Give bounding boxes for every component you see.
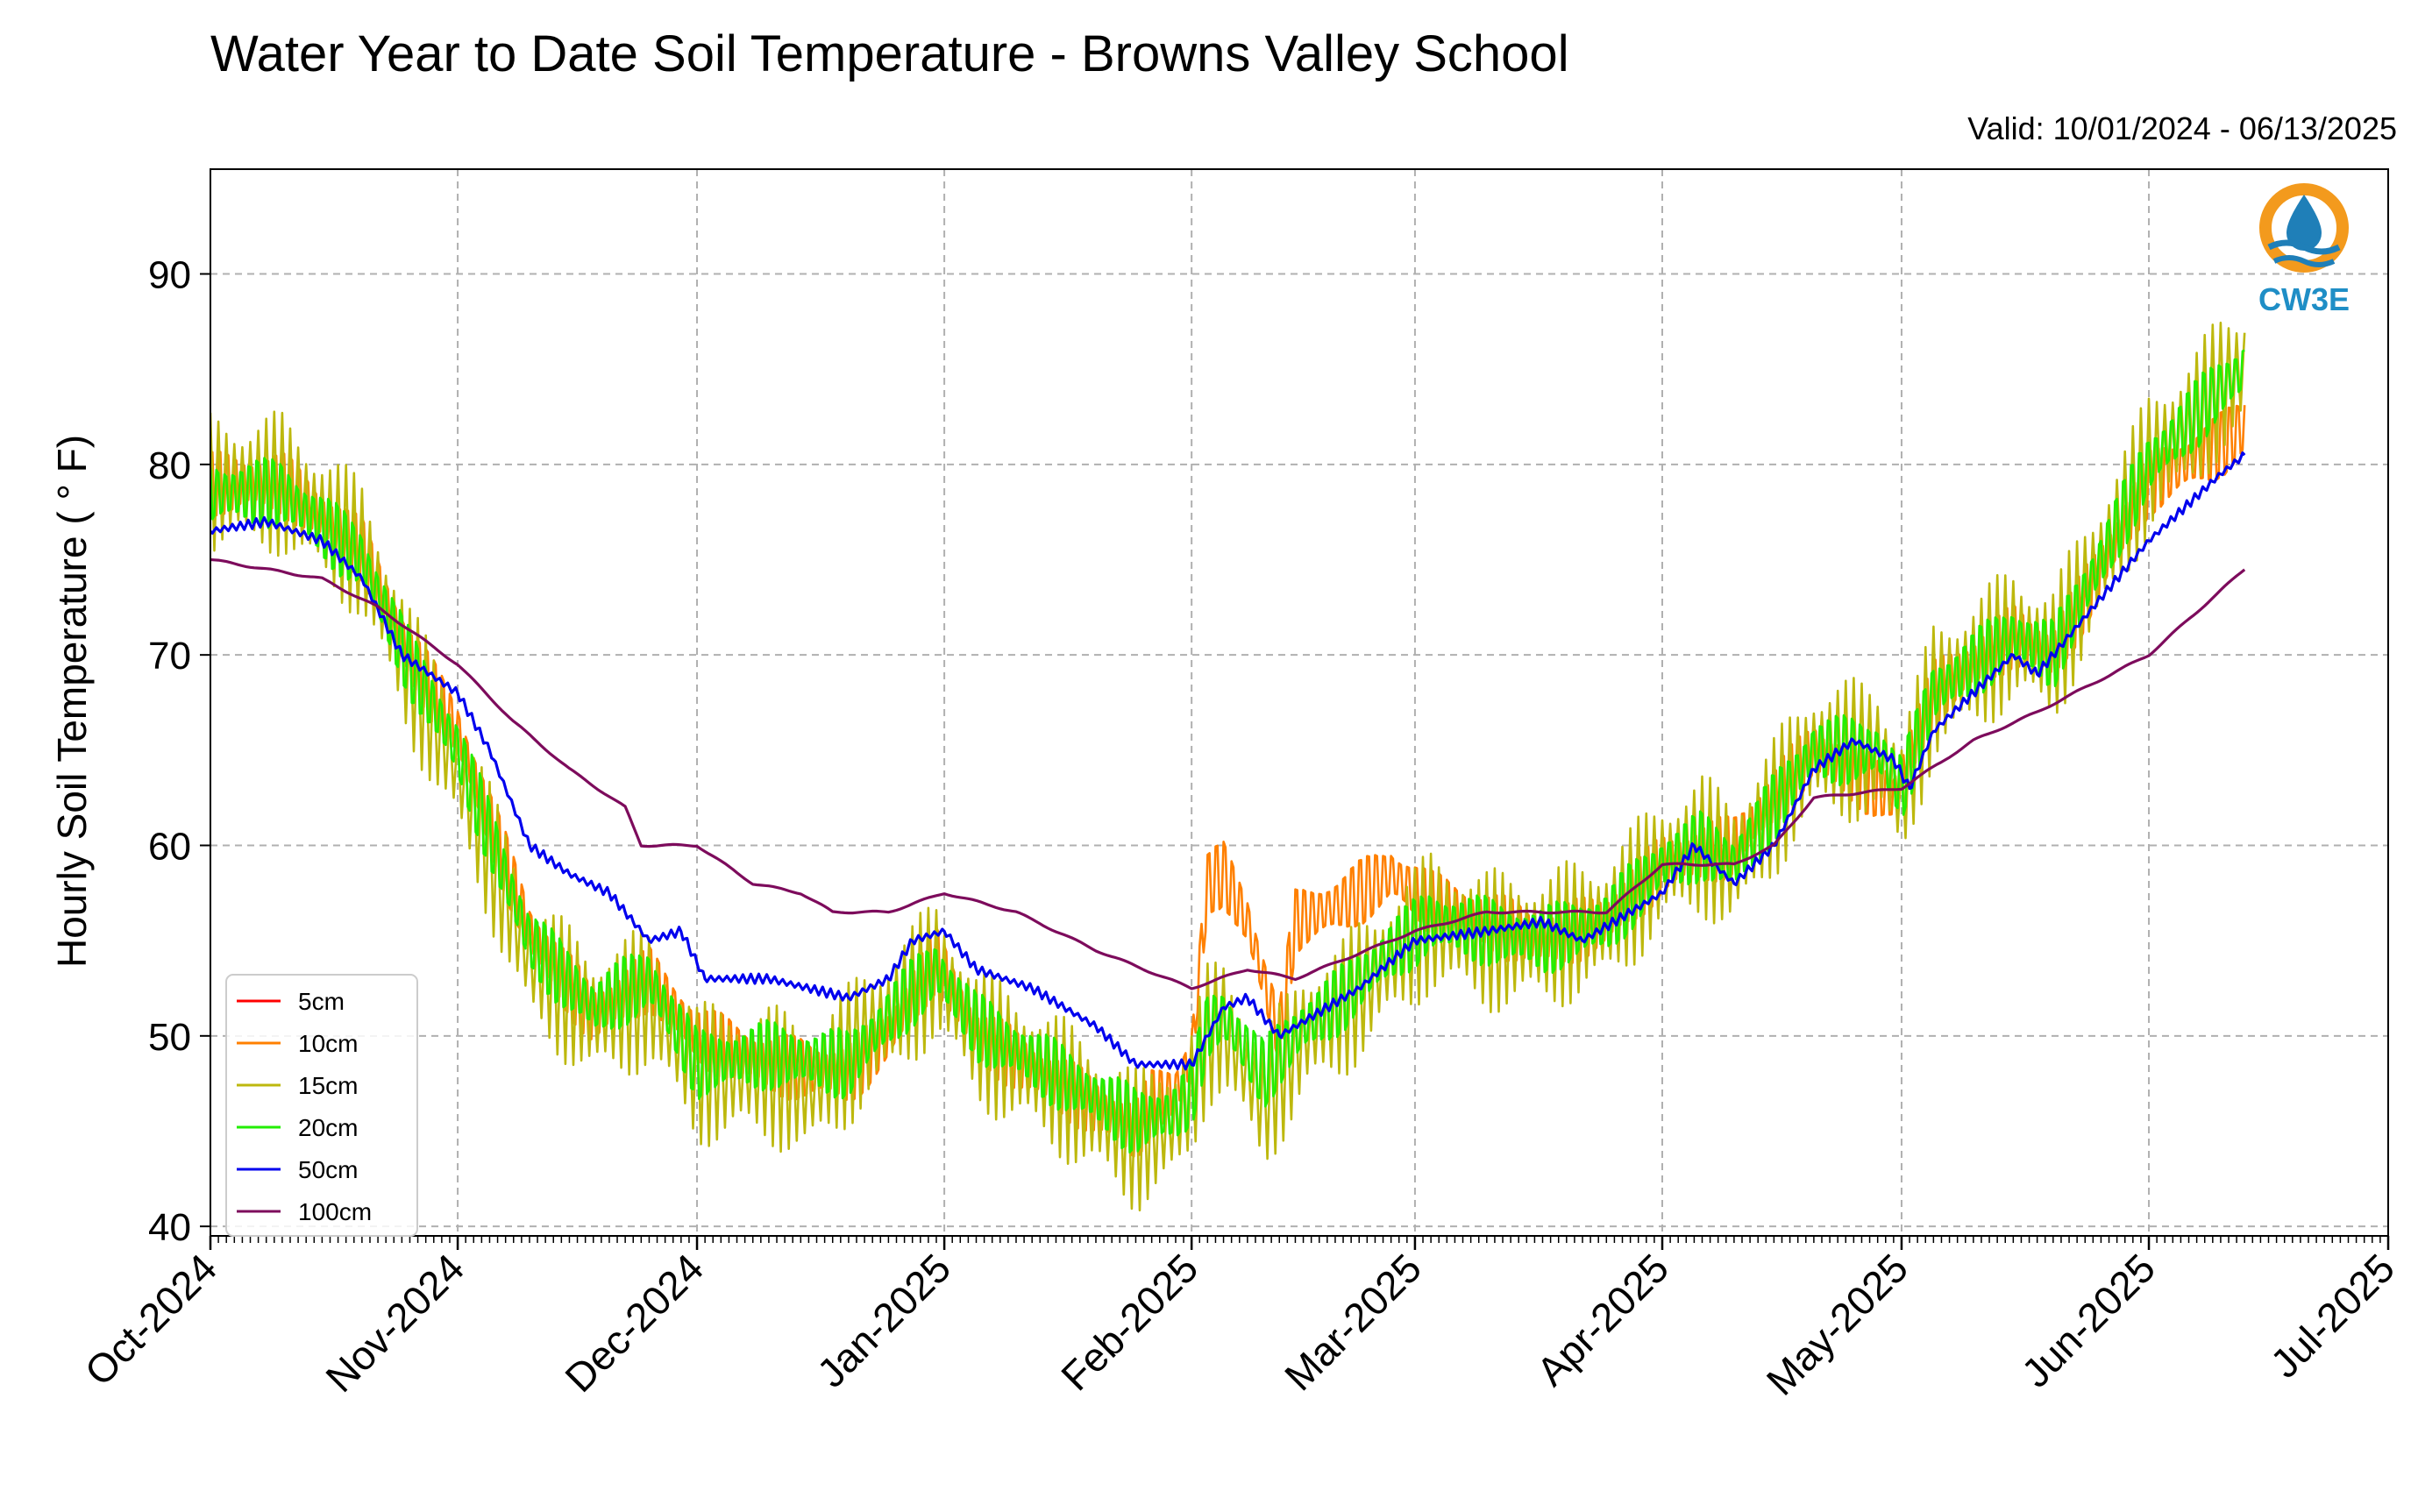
valid-date-range: Valid: 10/01/2024 - 06/13/2025: [1967, 110, 2397, 146]
plot-area-frame: [210, 168, 2389, 1237]
y-tick-label: 40: [148, 1206, 191, 1249]
logo-text: CW3E: [2258, 281, 2350, 317]
x-tick-label: Apr-2025: [1527, 1245, 1677, 1395]
legend-label-5cm: 5cm: [298, 988, 345, 1015]
x-axis: Oct-2024 Nov-2024 Dec-2024 Jan-2025 Feb-2025…: [76, 1236, 2404, 1404]
series-line-20cm: [210, 349, 2245, 1154]
legend-label-20cm: 20cm: [298, 1114, 358, 1141]
y-tick-label: 90: [148, 254, 191, 297]
series-line-100cm: [210, 557, 2246, 990]
y-tick-label: 80: [148, 444, 191, 487]
x-tick-label: Jun-2025: [2013, 1245, 2164, 1395]
series-layer: [210, 321, 2246, 1212]
logo-drop-shape: [2286, 195, 2322, 251]
x-tick-label: May-2025: [1758, 1245, 1917, 1403]
logo-wave-1: [2267, 239, 2341, 255]
legend-label-50cm: 50cm: [298, 1156, 358, 1183]
y-axis-label: Hourly Soil Temperature ( ° F): [49, 435, 95, 968]
series-line-15cm: [210, 321, 2246, 1212]
legend-label-15cm: 15cm: [298, 1072, 358, 1099]
x-tick-label: Nov-2024: [316, 1245, 473, 1401]
y-tick-label: 70: [148, 635, 191, 678]
y-tick-label: 50: [148, 1016, 191, 1059]
series-line-50cm: [210, 451, 2246, 1071]
x-tick-label: Jan-2025: [808, 1245, 959, 1395]
chart-title: Water Year to Date Soil Temperature - Br…: [210, 25, 1569, 82]
x-tick-label: Mar-2025: [1276, 1245, 1430, 1399]
cw3e-logo: CW3E: [2258, 183, 2350, 317]
x-tick-label: Jul-2025: [2262, 1245, 2404, 1387]
legend: 5cm 10cm 15cm 20cm 50cm 100cm: [225, 974, 418, 1237]
logo-wave-2: [2272, 255, 2336, 267]
x-tick-label: Oct-2024: [76, 1245, 226, 1395]
x-tick-label: Feb-2025: [1052, 1245, 1206, 1399]
y-axis: 40 50 60 70 80 90: [148, 254, 210, 1249]
x-tick-label: Dec-2024: [556, 1245, 712, 1401]
series-line-10cm: [210, 404, 2246, 1158]
legend-label-100cm: 100cm: [298, 1198, 372, 1225]
y-tick-label: 60: [148, 825, 191, 868]
legend-label-10cm: 10cm: [298, 1030, 358, 1057]
